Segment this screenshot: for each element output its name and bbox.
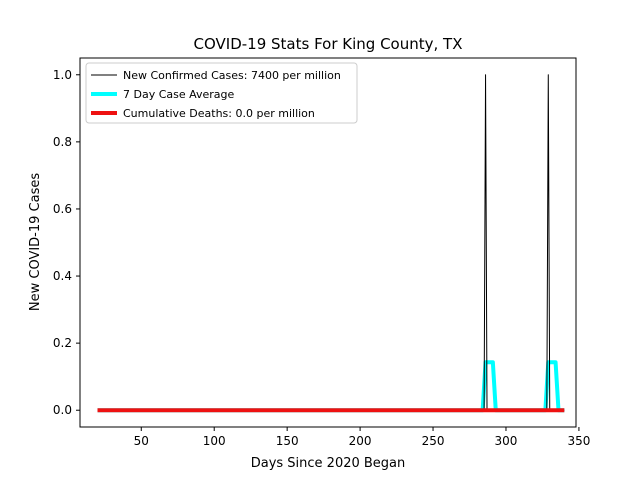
legend-box bbox=[85, 62, 358, 124]
chart-title: COVID-19 Stats For King County, TX bbox=[194, 35, 463, 53]
plot-series bbox=[97, 74, 565, 413]
x-tick-label: 350 bbox=[567, 434, 590, 448]
legend-label-1: New Confirmed Cases: 7400 per million bbox=[123, 69, 341, 82]
x-tick-label: 150 bbox=[276, 434, 299, 448]
y-tick-label: 0.0 bbox=[53, 403, 72, 417]
y-tick-label: 1.0 bbox=[53, 68, 72, 82]
y-tick-label: 0.6 bbox=[53, 202, 72, 216]
legend: New Confirmed Cases: 7400 per million 7 D… bbox=[85, 62, 358, 124]
plot-frame bbox=[79, 57, 577, 428]
x-axis-label: Days Since 2020 Began bbox=[251, 456, 406, 471]
y-tick-label: 0.2 bbox=[53, 336, 72, 350]
y-axis-label: New COVID-19 Cases bbox=[28, 173, 43, 311]
x-tick-label: 300 bbox=[495, 434, 518, 448]
y-tick-label: 0.8 bbox=[53, 135, 72, 149]
x-tick-label: 50 bbox=[134, 434, 149, 448]
x-axis-ticks: 50 100 150 200 250 300 350 bbox=[134, 427, 590, 448]
x-tick-label: 250 bbox=[422, 434, 445, 448]
x-tick-label: 200 bbox=[349, 434, 372, 448]
legend-label-2: 7 Day Case Average bbox=[123, 88, 235, 101]
legend-label-3: Cumulative Deaths: 0.0 per million bbox=[123, 107, 315, 120]
y-tick-label: 0.4 bbox=[53, 269, 72, 283]
y-axis-ticks: 0.0 0.2 0.4 0.6 0.8 1.0 bbox=[53, 68, 80, 417]
x-tick-label: 100 bbox=[203, 434, 226, 448]
